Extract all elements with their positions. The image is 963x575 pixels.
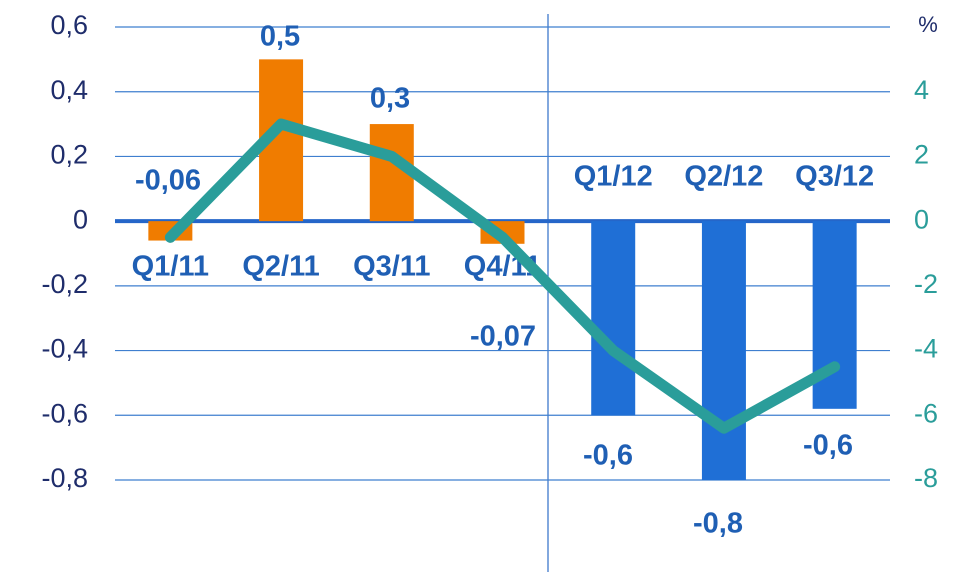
y-tick-label: -0,6 xyxy=(41,398,88,428)
value-label: 0,5 xyxy=(260,21,300,53)
y2-axis-label: % xyxy=(918,12,938,37)
category-label: Q2/12 xyxy=(684,161,763,193)
value-label: -0,6 xyxy=(583,440,633,472)
y2-tick-label: 4 xyxy=(914,75,929,105)
value-label: -0,8 xyxy=(693,508,743,540)
y-tick-label: 0,4 xyxy=(50,75,88,105)
y-tick-label: 0 xyxy=(73,204,88,234)
category-label: Q3/11 xyxy=(353,251,430,283)
y2-tick-label: -6 xyxy=(914,398,938,428)
category-label: Q1/11 xyxy=(132,251,209,283)
y2-tick-label: -8 xyxy=(914,463,938,493)
y2-tick-label: 0 xyxy=(914,204,929,234)
y-tick-label: 0,6 xyxy=(50,10,88,40)
y2-tick-label: -2 xyxy=(914,269,938,299)
bar xyxy=(591,221,636,416)
value-label: 0,3 xyxy=(370,83,410,115)
y-tick-label: 0,2 xyxy=(50,140,88,170)
y-tick-label: -0,2 xyxy=(41,269,88,299)
y2-tick-label: -4 xyxy=(914,334,938,364)
value-label: -0,07 xyxy=(470,321,536,353)
value-label: -0,06 xyxy=(135,165,201,197)
line xyxy=(164,118,841,434)
y-tick-label: -0,4 xyxy=(41,334,88,364)
bar xyxy=(701,221,746,480)
category-label: Q1/12 xyxy=(574,161,653,193)
y2-tick-label: 2 xyxy=(914,140,929,170)
category-label: Q2/11 xyxy=(242,251,319,283)
value-label: -0,6 xyxy=(803,430,853,462)
category-label: Q3/12 xyxy=(795,161,874,193)
y-tick-label: -0,8 xyxy=(41,463,88,493)
